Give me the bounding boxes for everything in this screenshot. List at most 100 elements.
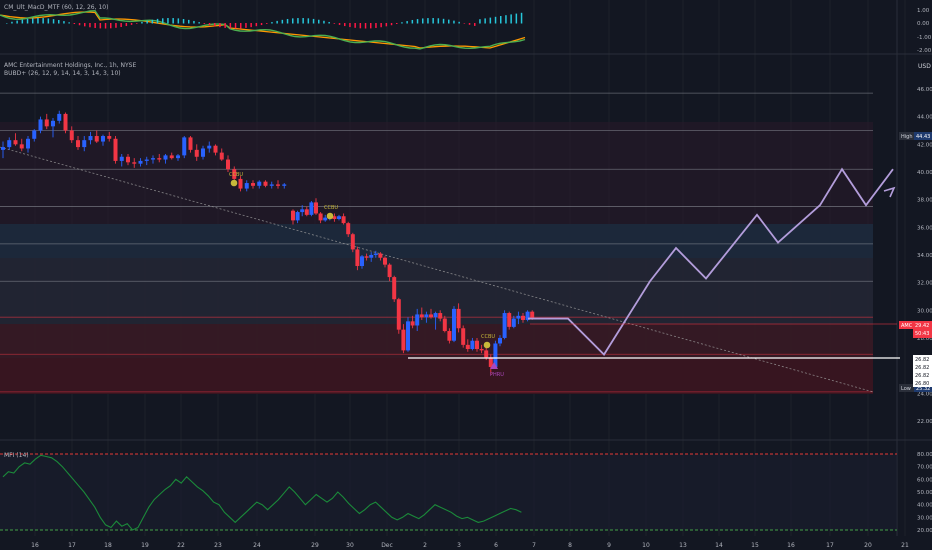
macd-hist-bar-57 [302, 18, 304, 24]
price-tick-11: 24.00 [917, 391, 932, 397]
low-tag-value-box [914, 384, 932, 392]
macd-hist-bar-68 [359, 23, 362, 29]
macd-hist-bar-48 [255, 23, 258, 27]
candle-body-34 [213, 145, 218, 153]
candle-body-81 [452, 308, 456, 341]
candle-body-97 [525, 311, 530, 320]
mfi-tick-1: 70.00 [917, 465, 932, 471]
candle-body-92 [502, 313, 507, 338]
symbol-title: AMC Entertainment Holdings, Inc., 1h, NY… [4, 62, 136, 69]
macd-hist-bar-23 [125, 23, 128, 27]
candle-body-63 [369, 254, 374, 258]
price-tick-12: 22.00 [917, 419, 932, 425]
candle-body-0 [1, 147, 5, 150]
macd-hist-bar-99 [520, 12, 523, 24]
signal-dot-3 [483, 341, 491, 349]
candle-body-5 [32, 130, 37, 139]
macd-hist-bar-62 [328, 21, 330, 24]
mfi-tick-6: 20.00 [917, 528, 932, 534]
macd-hist-bar-2 [16, 20, 18, 24]
macd-hist-bar-44 [234, 23, 237, 29]
macd-hist-bar-19 [104, 23, 107, 29]
high-tag-value-box [914, 132, 932, 140]
time-label-9: Dec [381, 542, 393, 549]
macd-hist-bar-34 [182, 19, 185, 24]
candle-body-61 [360, 256, 364, 267]
macd-hist-bar-33 [177, 18, 180, 24]
high-tag-label: High [901, 134, 913, 140]
candle-body-72 [410, 321, 415, 326]
macd-hist-bar-1 [11, 21, 13, 24]
level-tag-box-0 [913, 355, 932, 363]
mfi-tick-5: 30.00 [917, 515, 932, 521]
candle-body-15 [94, 136, 99, 142]
macd-hist-bar-31 [167, 18, 169, 24]
macd-hist-bar-53 [281, 19, 284, 24]
mfi-tick-3: 50.00 [917, 490, 932, 496]
candle-body-89 [488, 357, 493, 367]
macd-hist-bar-6 [37, 18, 39, 24]
time-label-15: 9 [607, 542, 611, 549]
macd-hist-bar-14 [78, 23, 81, 26]
candle-body-53 [323, 217, 328, 221]
signal-label-3: CCBU [481, 334, 495, 340]
macd-hist-bar-37 [198, 22, 200, 24]
candle-body-67 [387, 264, 392, 278]
macd-hist-bar-11 [63, 21, 65, 24]
macd-hist-bar-26 [141, 21, 143, 24]
price-tick-3: 40.00 [917, 170, 932, 176]
price-tag-symbol-box [899, 321, 913, 329]
candle-body-66 [383, 257, 387, 265]
macd-hist-bar-36 [193, 20, 195, 24]
trend-line [0, 146, 874, 393]
candle-body-80 [447, 331, 452, 341]
macd-hist-bar-3 [21, 19, 24, 24]
projection-path [528, 167, 894, 356]
candle-body-26 [163, 155, 168, 160]
macd-hist-bar-97 [510, 14, 512, 24]
level-tag-box-2 [913, 371, 932, 379]
macd-hist-bar-55 [292, 18, 294, 24]
macd-hist-bar-98 [515, 13, 518, 24]
candle-body-16 [101, 136, 105, 142]
macd-hist-bar-95 [500, 16, 502, 24]
macd-hist-bar-89 [468, 23, 471, 25]
time-label-10: 2 [423, 542, 427, 549]
time-label-13: 7 [532, 542, 536, 549]
candle-body-22 [138, 160, 143, 164]
macd-hist-bar-82 [432, 18, 434, 24]
candle-body-25 [157, 158, 162, 160]
price-tag-box [913, 321, 932, 338]
candle-body-30 [188, 137, 193, 150]
level-tag-box-1 [913, 363, 932, 371]
macd-hist-bar-79 [416, 19, 419, 24]
macd-hist-bar-9 [52, 19, 55, 24]
candle-body-84 [465, 344, 470, 350]
price-tick-4: 38.00 [917, 198, 932, 204]
candle-body-52 [318, 213, 323, 221]
price-tick-0: 46.00 [917, 87, 932, 93]
mfi-tick-4: 40.00 [917, 503, 932, 509]
zone-shading-dark-red [0, 358, 873, 394]
candle-body-70 [401, 329, 406, 351]
macd-hist-bar-15 [84, 23, 86, 27]
candle-body-14 [88, 136, 93, 141]
level-tag-1: 26.82 [915, 365, 929, 371]
candle-body-90 [493, 343, 498, 367]
candle-body-41 [257, 181, 262, 186]
macd-hist-bar-27 [146, 20, 148, 24]
candle-body-27 [169, 155, 174, 159]
macd-hist-bar-8 [47, 18, 50, 24]
candle-body-40 [251, 183, 255, 186]
macd-hist-bar-17 [94, 23, 96, 28]
buy-marker-label: PHRU [490, 372, 504, 378]
time-axis: 16 17 18 19 22 23 24 29 30 Dec 2 3 6 7 8 9 10 13 14 15 16 17 2… [31, 542, 909, 549]
price-tick-9: 28.00 [917, 336, 932, 342]
mfi-panel: MFI (14) 80.00 70.00 60.00 50.00 40.00 30.00 2… [0, 452, 932, 534]
candle-body-36 [226, 159, 230, 170]
macd-hist-bar-85 [448, 19, 450, 24]
candle-body-55 [332, 216, 337, 220]
currency-label: USD [918, 63, 931, 70]
macd-hist-bar-54 [286, 18, 289, 24]
